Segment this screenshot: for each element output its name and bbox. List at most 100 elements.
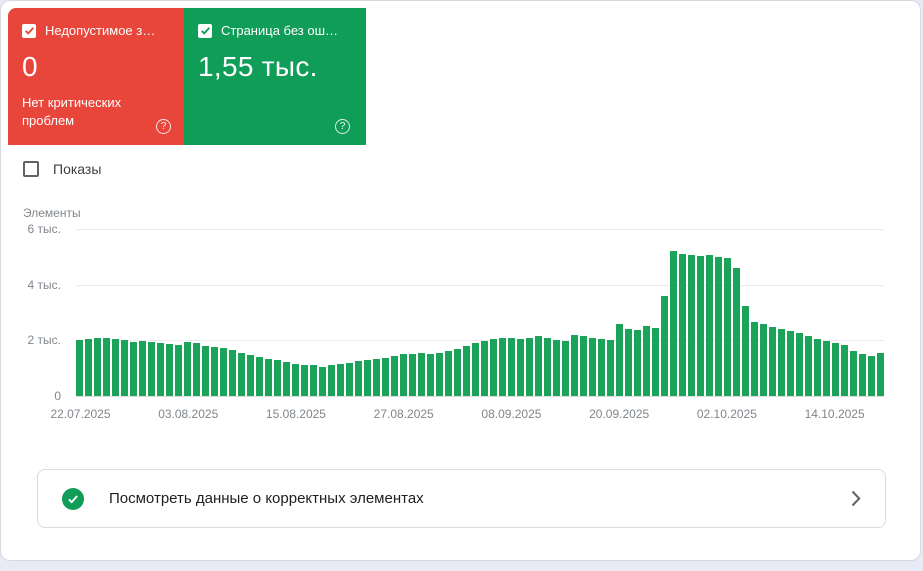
- x-axis-tick-label: 27.08.2025: [373, 407, 434, 421]
- chart-bar: [877, 352, 884, 396]
- chart-bar: [391, 356, 398, 396]
- chart-bar: [517, 338, 524, 396]
- chart-bar: [832, 342, 839, 396]
- chart-bar: [742, 305, 749, 396]
- chart-bar: [274, 360, 281, 396]
- y-axis-tick-label: 4 тыс.: [27, 277, 61, 292]
- error-card-header: Недопустимое з…: [22, 23, 170, 38]
- valid-status-card[interactable]: Страница без ош… 1,55 тыс. ?: [184, 8, 366, 145]
- chart-bar: [319, 366, 326, 396]
- chart-bar: [436, 352, 443, 396]
- error-status-card[interactable]: Недопустимое з… 0 Нет критических пробле…: [8, 8, 184, 145]
- chart-bar: [364, 359, 371, 396]
- chart-bar: [841, 344, 848, 396]
- valid-card-checkbox[interactable]: [198, 23, 212, 38]
- chart-bar: [103, 337, 110, 396]
- chart-bar: [202, 346, 209, 396]
- chart-y-axis-title: Элементы: [23, 206, 81, 220]
- chart-bar: [850, 351, 857, 396]
- chart-bar: [526, 337, 533, 396]
- chart-bar: [112, 338, 119, 396]
- chart-bar: [139, 340, 146, 396]
- chart-bar: [166, 344, 173, 396]
- chart-bar: [733, 267, 740, 396]
- chart-bar: [508, 337, 515, 396]
- chart-bar: [616, 323, 623, 396]
- chart-bar: [823, 340, 830, 396]
- chart-bar: [292, 363, 299, 396]
- chart-bar: [76, 340, 83, 396]
- gridline: [76, 229, 884, 230]
- chart-bar: [229, 350, 236, 396]
- chart-bar: [562, 341, 569, 396]
- chart-bar: [598, 338, 605, 396]
- chart-bar: [193, 342, 200, 396]
- chart-bar: [544, 337, 551, 396]
- chart-bar: [670, 251, 677, 396]
- chart-bar: [418, 352, 425, 396]
- error-card-subtext: Нет критических проблем: [22, 95, 122, 129]
- x-axis-tick-label: 20.09.2025: [589, 407, 650, 421]
- error-card-label: Недопустимое з…: [45, 23, 156, 38]
- chart-bar: [427, 353, 434, 396]
- chart-bar: [472, 343, 479, 396]
- chart-bar: [130, 341, 137, 396]
- chart-bar: [247, 354, 254, 396]
- x-axis-tick-label: 22.07.2025: [50, 407, 111, 421]
- chart-bar: [310, 365, 317, 396]
- chart-bar: [238, 352, 245, 396]
- chart-bar: [796, 333, 803, 396]
- x-axis-tick-label: 03.08.2025: [158, 407, 219, 421]
- chart-bar: [589, 337, 596, 396]
- chart-bar: [679, 253, 686, 396]
- x-axis-tick-label: 14.10.2025: [804, 407, 865, 421]
- impressions-label: Показы: [53, 161, 102, 177]
- x-axis-tick-label: 15.08.2025: [265, 407, 326, 421]
- error-count-value: 0: [22, 51, 38, 82]
- checkmark-icon: [200, 27, 210, 35]
- chart-bar: [769, 326, 776, 396]
- chart-bar: [355, 360, 362, 396]
- impressions-toggle[interactable]: Показы: [23, 161, 101, 177]
- error-card-checkbox[interactable]: [22, 23, 36, 38]
- chart-bar: [607, 339, 614, 396]
- chart-bar: [805, 336, 812, 396]
- chart-bar: [283, 362, 290, 396]
- chart-bar: [688, 255, 695, 396]
- gridline: [76, 284, 884, 286]
- view-valid-items-button[interactable]: Посмотреть данные о корректных элементах: [37, 469, 886, 528]
- chart-bar: [94, 337, 101, 396]
- chart-bar: [328, 365, 335, 396]
- chart-plot: 6 тыс. 4 тыс. 2 тыс. 0 22.07.2025 03.08.2025 1…: [28, 222, 884, 421]
- chart-bar: [346, 362, 353, 396]
- chart-bar: [382, 357, 389, 396]
- impressions-checkbox[interactable]: [23, 161, 39, 177]
- gridline: [76, 340, 884, 342]
- chart-bar: [157, 343, 164, 396]
- x-axis-tick-label: 08.09.2025: [481, 407, 542, 421]
- chart-bar: [463, 345, 470, 396]
- chart-bar: [409, 353, 416, 396]
- chart-bar: [553, 339, 560, 396]
- y-axis-tick-label: 2 тыс.: [27, 333, 61, 348]
- action-card-label: Посмотреть данные о корректных элементах: [109, 490, 424, 507]
- chart-bar: [661, 295, 668, 396]
- help-icon[interactable]: ?: [335, 119, 350, 134]
- chart-bar: [571, 334, 578, 396]
- chart-bar: [121, 340, 128, 396]
- chart-bar: [256, 357, 263, 396]
- help-icon[interactable]: ?: [156, 119, 171, 134]
- chart-bar: [373, 358, 380, 396]
- chart-bar: [184, 341, 191, 396]
- chart-bar: [211, 347, 218, 396]
- chart-bar: [643, 326, 650, 396]
- chart-bar: [148, 341, 155, 396]
- checkmark-icon: [24, 27, 34, 35]
- chart-bar: [697, 255, 704, 396]
- valid-card-header: Страница без ош…: [198, 23, 352, 38]
- chart-bar: [535, 336, 542, 396]
- chart-bar: [814, 338, 821, 396]
- chart-bar: [337, 364, 344, 396]
- status-cards-row: Недопустимое з… 0 Нет критических пробле…: [8, 8, 366, 145]
